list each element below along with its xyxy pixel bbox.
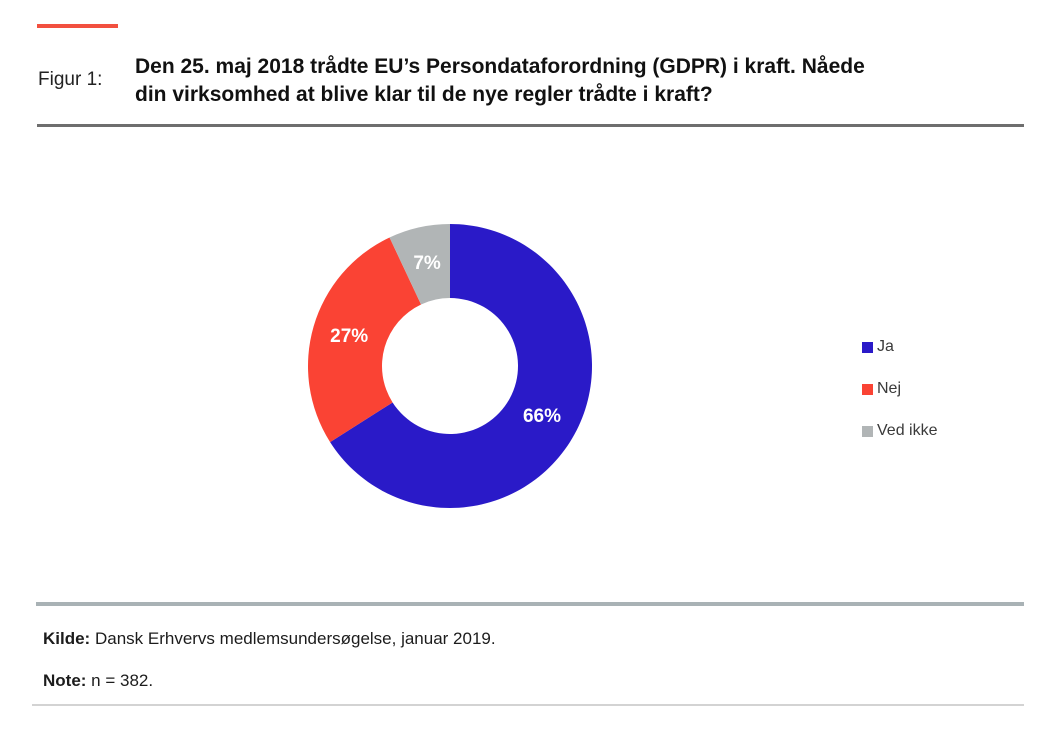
title-divider xyxy=(37,124,1024,127)
legend-swatch xyxy=(862,341,873,353)
accent-dash xyxy=(37,24,118,28)
source-line: Kilde: Dansk Erhvervs medlemsundersøgels… xyxy=(43,629,496,649)
donut-slice-nej xyxy=(308,237,422,443)
legend-swatch xyxy=(862,425,873,437)
bottom-border xyxy=(32,704,1024,706)
legend-label: Nej xyxy=(877,380,902,397)
legend-label: Ved ikke xyxy=(877,422,938,439)
chart-legend: Ja Nej Ved ikke xyxy=(862,338,938,439)
legend-item-ja: Ja xyxy=(862,338,937,355)
slice-data-label: 7% xyxy=(413,253,441,274)
footer-divider xyxy=(36,602,1024,606)
donut-chart: 66% 27% 7% xyxy=(308,224,593,508)
legend-item-ved-ikke: Ved ikke xyxy=(862,422,938,439)
legend-label: Ja xyxy=(877,338,894,355)
note-line: Note: n = 382. xyxy=(43,671,153,691)
note-label: Note: xyxy=(43,671,87,690)
figure-title: Den 25. maj 2018 trådte EU’s Persondataf… xyxy=(135,55,865,106)
source-label: Kilde: xyxy=(43,629,91,648)
figure-label: Figur 1: xyxy=(38,69,103,90)
legend-swatch xyxy=(862,383,873,395)
slice-data-label: 27% xyxy=(330,326,368,347)
legend-item-nej: Nej xyxy=(862,380,937,397)
donut-slice-ja xyxy=(330,224,593,508)
slice-data-label: 66% xyxy=(523,406,561,427)
note-text: n = 382. xyxy=(86,671,154,690)
source-text: Dansk Erhvervs medlemsundersøgelse, janu… xyxy=(90,629,496,648)
donut-slice-ved-ikke xyxy=(389,224,450,305)
